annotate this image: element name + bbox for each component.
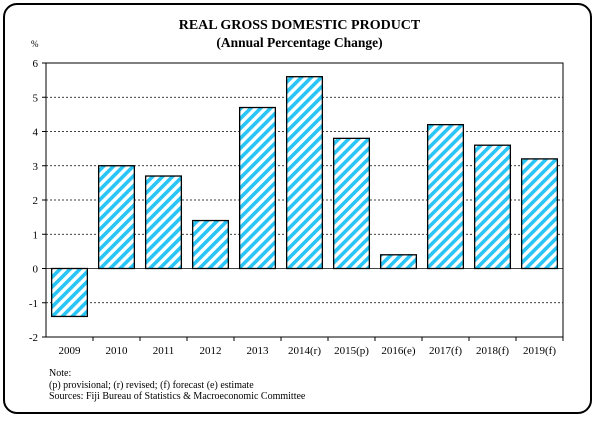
y-axis-unit: % bbox=[31, 39, 39, 49]
chart-title: REAL GROSS DOMESTIC PRODUCT bbox=[178, 18, 421, 33]
x-tick-label: 2018(f) bbox=[476, 345, 509, 357]
y-tick-label: 5 bbox=[33, 92, 39, 104]
y-tick-label: -1 bbox=[29, 298, 38, 310]
bar-2009 bbox=[50, 267, 89, 318]
x-tick-label: 2012 bbox=[200, 345, 222, 357]
y-tick-label: 0 bbox=[33, 264, 39, 276]
notes-heading: Note: bbox=[49, 368, 72, 379]
notes-sources: Sources: Fiji Bureau of Statistics & Mac… bbox=[49, 391, 306, 402]
x-tick-label: 2019(f) bbox=[523, 345, 556, 357]
x-tick-label: 2016(e) bbox=[381, 345, 416, 357]
bar-2018(f) bbox=[473, 144, 512, 270]
x-tick-label: 2015(p) bbox=[334, 345, 369, 357]
x-tick-label: 2009 bbox=[59, 345, 82, 357]
chart-subtitle: (Annual Percentage Change) bbox=[216, 35, 383, 50]
x-tick-label: 2017(f) bbox=[429, 345, 462, 357]
bar-2014(r) bbox=[285, 76, 324, 270]
bar-2011 bbox=[144, 175, 183, 270]
x-tick-label: 2010 bbox=[106, 345, 129, 357]
chart-notes: Note: (p) provisional; (r) revised; (f) … bbox=[49, 368, 305, 403]
x-tick-label: 2011 bbox=[153, 345, 175, 357]
bar-2015(p) bbox=[332, 137, 371, 270]
y-tick-label: 6 bbox=[33, 58, 39, 70]
bar-2019(f) bbox=[520, 158, 559, 270]
bar-2012 bbox=[191, 219, 230, 270]
bar-2013 bbox=[238, 106, 277, 270]
bar-2017(f) bbox=[426, 124, 465, 270]
x-tick-label: 2013 bbox=[247, 345, 270, 357]
bar-2016(e) bbox=[379, 254, 418, 270]
y-tick-label: 3 bbox=[33, 161, 39, 173]
y-tick-label: 2 bbox=[33, 195, 39, 207]
bar-2010 bbox=[97, 165, 136, 270]
notes-legend-key: (p) provisional; (r) revised; (f) foreca… bbox=[49, 379, 254, 391]
y-tick-label: 1 bbox=[33, 229, 39, 241]
x-tick-label: 2014(r) bbox=[288, 345, 321, 357]
y-tick-label: 4 bbox=[33, 127, 39, 139]
y-tick-label: -2 bbox=[29, 332, 38, 344]
